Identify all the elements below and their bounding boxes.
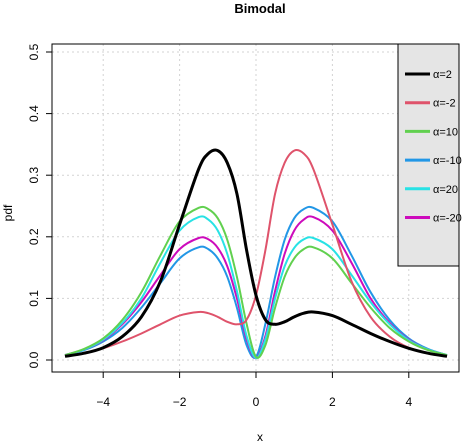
y-tick-label-0: 0.0 xyxy=(27,351,41,368)
chart-title: Bimodal xyxy=(234,1,285,16)
x-tick-label-3: 2 xyxy=(329,395,336,409)
series-curves xyxy=(64,148,448,360)
legend-label-4: α=20 xyxy=(433,184,458,196)
y-tick-label-2: 0.2 xyxy=(27,228,41,245)
y-axis: 0.0 0.1 0.2 0.3 0.4 0.5 xyxy=(27,43,52,368)
x-tick-label-1: −2 xyxy=(173,395,187,409)
x-axis-label: x xyxy=(257,430,263,444)
y-axis-label: pdf xyxy=(1,204,15,221)
legend: α=2 α=-2 α=10 α=-10 α=20 α=-20 xyxy=(397,43,462,267)
series-line-0 xyxy=(64,148,448,358)
legend-label-0: α=2 xyxy=(433,69,452,81)
legend-label-5: α=-20 xyxy=(433,213,462,225)
x-tick-label-4: 4 xyxy=(405,395,412,409)
y-tick-label-4: 0.4 xyxy=(27,105,41,122)
x-tick-label-2: 0 xyxy=(253,395,260,409)
legend-label-2: α=10 xyxy=(433,126,458,138)
legend-label-3: α=-10 xyxy=(433,155,462,167)
legend-box xyxy=(397,43,460,267)
x-tick-label-0: −4 xyxy=(96,395,110,409)
y-tick-label-3: 0.3 xyxy=(27,167,41,184)
series-line-2 xyxy=(64,205,448,359)
x-axis: −4 −2 0 2 4 xyxy=(96,372,412,409)
y-tick-label-1: 0.1 xyxy=(27,290,41,307)
legend-label-1: α=-2 xyxy=(433,98,456,110)
y-tick-label-5: 0.5 xyxy=(27,43,41,60)
